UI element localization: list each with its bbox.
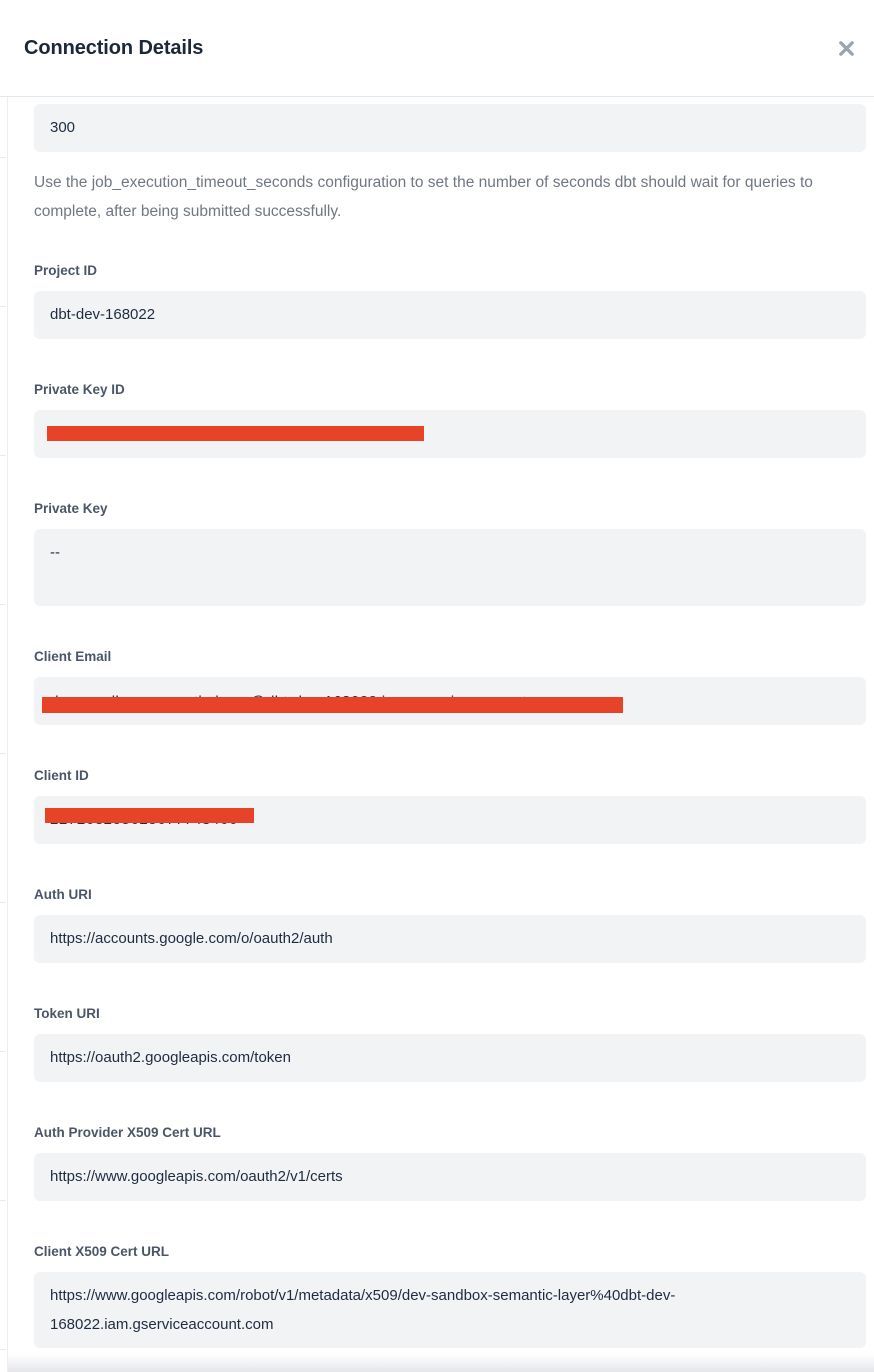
modal-body[interactable]: 300 Use the job_execution_timeout_second… <box>8 98 874 1372</box>
field-input[interactable]: https://www.googleapis.com/oauth2/v1/cer… <box>34 1153 866 1201</box>
footer-shadow <box>8 1354 874 1372</box>
close-icon <box>839 40 854 56</box>
field-value: -- <box>50 544 60 561</box>
field-label: Auth URI <box>34 887 92 902</box>
field-value: https://www.googleapis.com/robot/v1/meta… <box>50 1287 676 1333</box>
field-value: https://oauth2.googleapis.com/token <box>50 1049 291 1066</box>
field-value: https://accounts.google.com/o/oauth2/aut… <box>50 930 333 947</box>
background-page-edge <box>0 97 8 1372</box>
form-field-group-client_email: Client Email dev-sandbox-semantic-layer@… <box>34 648 866 725</box>
field-description: Use the job_execution_timeout_seconds co… <box>34 174 813 220</box>
form-field-group-client_x509_cert_url: Client X509 Cert URL https://www.googlea… <box>34 1243 866 1348</box>
field-label: Client ID <box>34 768 89 783</box>
field-label: Project ID <box>34 263 98 278</box>
field-input[interactable]: https://www.googleapis.com/robot/v1/meta… <box>34 1272 866 1348</box>
field-value: 300 <box>50 119 76 136</box>
redaction-bar <box>42 697 623 713</box>
field-input[interactable]: https://accounts.google.com/o/oauth2/aut… <box>34 915 866 963</box>
form-field-group-private_key_id: Private Key ID <box>34 381 866 458</box>
form-field-group-auth_provider_x509_cert_url: Auth Provider X509 Cert URL https://www.… <box>34 1124 866 1201</box>
field-value: https://www.googleapis.com/oauth2/v1/cer… <box>50 1168 343 1185</box>
connection-fields-list: 300 Use the job_execution_timeout_second… <box>34 104 866 1348</box>
field-label: Token URI <box>34 1006 100 1021</box>
field-input[interactable]: -- <box>34 529 866 606</box>
field-label: Private Key <box>34 501 108 516</box>
form-field-group-auth_uri: Auth URI https://accounts.google.com/o/o… <box>34 886 866 963</box>
close-button[interactable] <box>831 33 862 64</box>
field-input[interactable] <box>34 410 866 458</box>
field-input[interactable]: https://oauth2.googleapis.com/token <box>34 1034 866 1082</box>
modal-header: Connection Details <box>0 0 874 97</box>
form-field-group-project_id: Project ID dbt-dev-168022 <box>34 262 866 339</box>
field-input[interactable]: dbt-dev-168022 <box>34 291 866 339</box>
field-label: Client X509 Cert URL <box>34 1244 170 1259</box>
field-value: dbt-dev-168022 <box>50 306 156 323</box>
field-label: Private Key ID <box>34 382 125 397</box>
form-field-group-client_id: Client ID 227263205625677748466 <box>34 767 866 844</box>
redaction-bar <box>45 808 254 823</box>
field-input[interactable]: 227263205625677748466 <box>34 796 866 844</box>
form-field-group-timeout_seconds: 300 Use the job_execution_timeout_second… <box>34 104 866 226</box>
modal-title: Connection Details <box>24 36 204 59</box>
form-field-group-token_uri: Token URI https://oauth2.googleapis.com/… <box>34 1005 866 1082</box>
redaction-bar <box>47 426 424 441</box>
field-input[interactable]: dev-sandbox-semantic-layer@dbt-dev-16802… <box>34 677 866 725</box>
field-label: Auth Provider X509 Cert URL <box>34 1125 221 1140</box>
field-input[interactable]: 300 <box>34 104 866 152</box>
field-label: Client Email <box>34 649 112 664</box>
form-field-group-private_key: Private Key -- <box>34 500 866 606</box>
